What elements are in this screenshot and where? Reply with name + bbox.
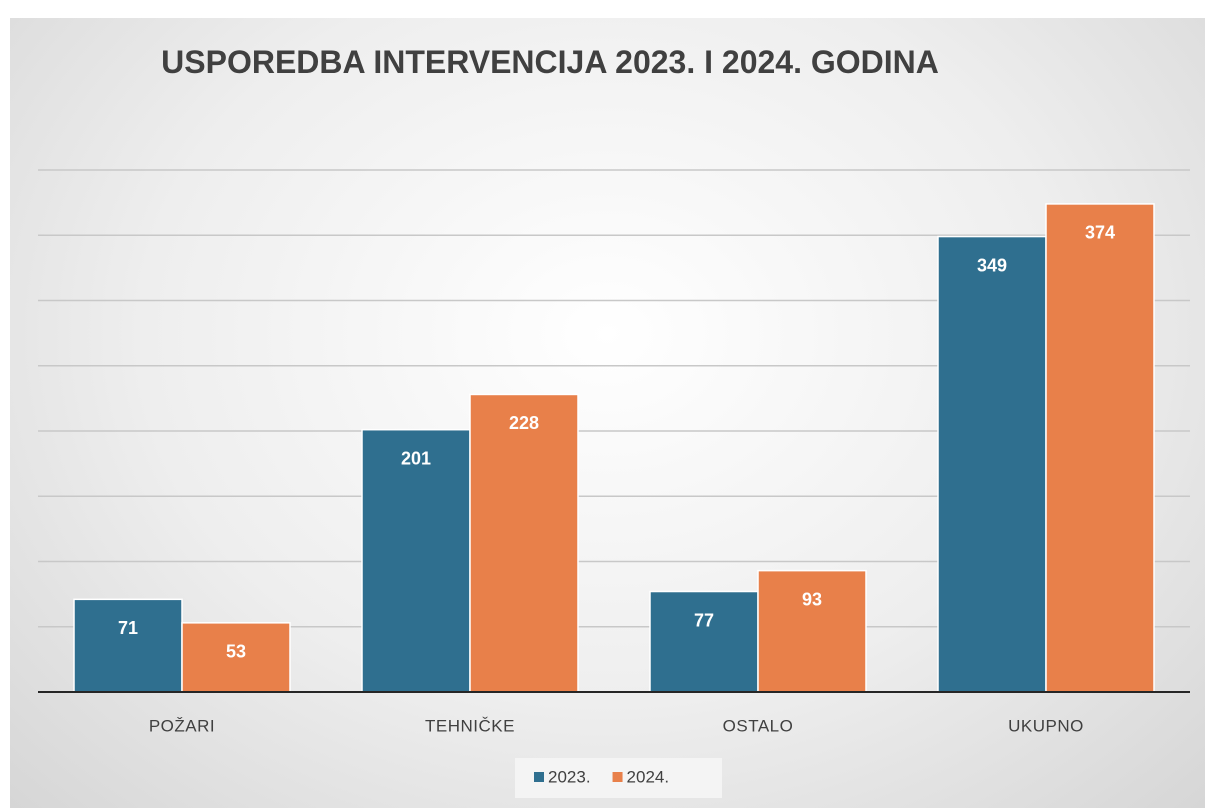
value-label: 374 [1085,223,1115,243]
x-tick-label: OSTALO [723,716,794,735]
bar [757,569,867,693]
bar [1045,203,1155,693]
x-tick-label: UKUPNO [1008,716,1084,735]
value-label: 93 [802,589,822,609]
value-label: 349 [977,255,1007,275]
bar [937,235,1047,693]
legend-swatch [534,772,544,782]
bar [73,598,183,693]
value-label: 201 [401,448,431,468]
value-label: 77 [694,610,714,630]
value-label: 228 [509,413,539,433]
x-tick-label: POŽARI [149,716,215,735]
chart-title: USPOREDBA INTERVENCIJA 2023. I 2024. GOD… [161,44,939,80]
legend-label: 2023. [548,767,591,786]
bar [469,393,579,693]
bar [181,622,291,693]
value-label: 71 [118,618,138,638]
x-tick-label: TEHNIČKE [425,716,515,735]
value-label: 53 [226,642,246,662]
legend-swatch [612,772,623,782]
bar [649,590,759,693]
bar [361,428,471,693]
legend-label: 2024. [627,767,670,786]
